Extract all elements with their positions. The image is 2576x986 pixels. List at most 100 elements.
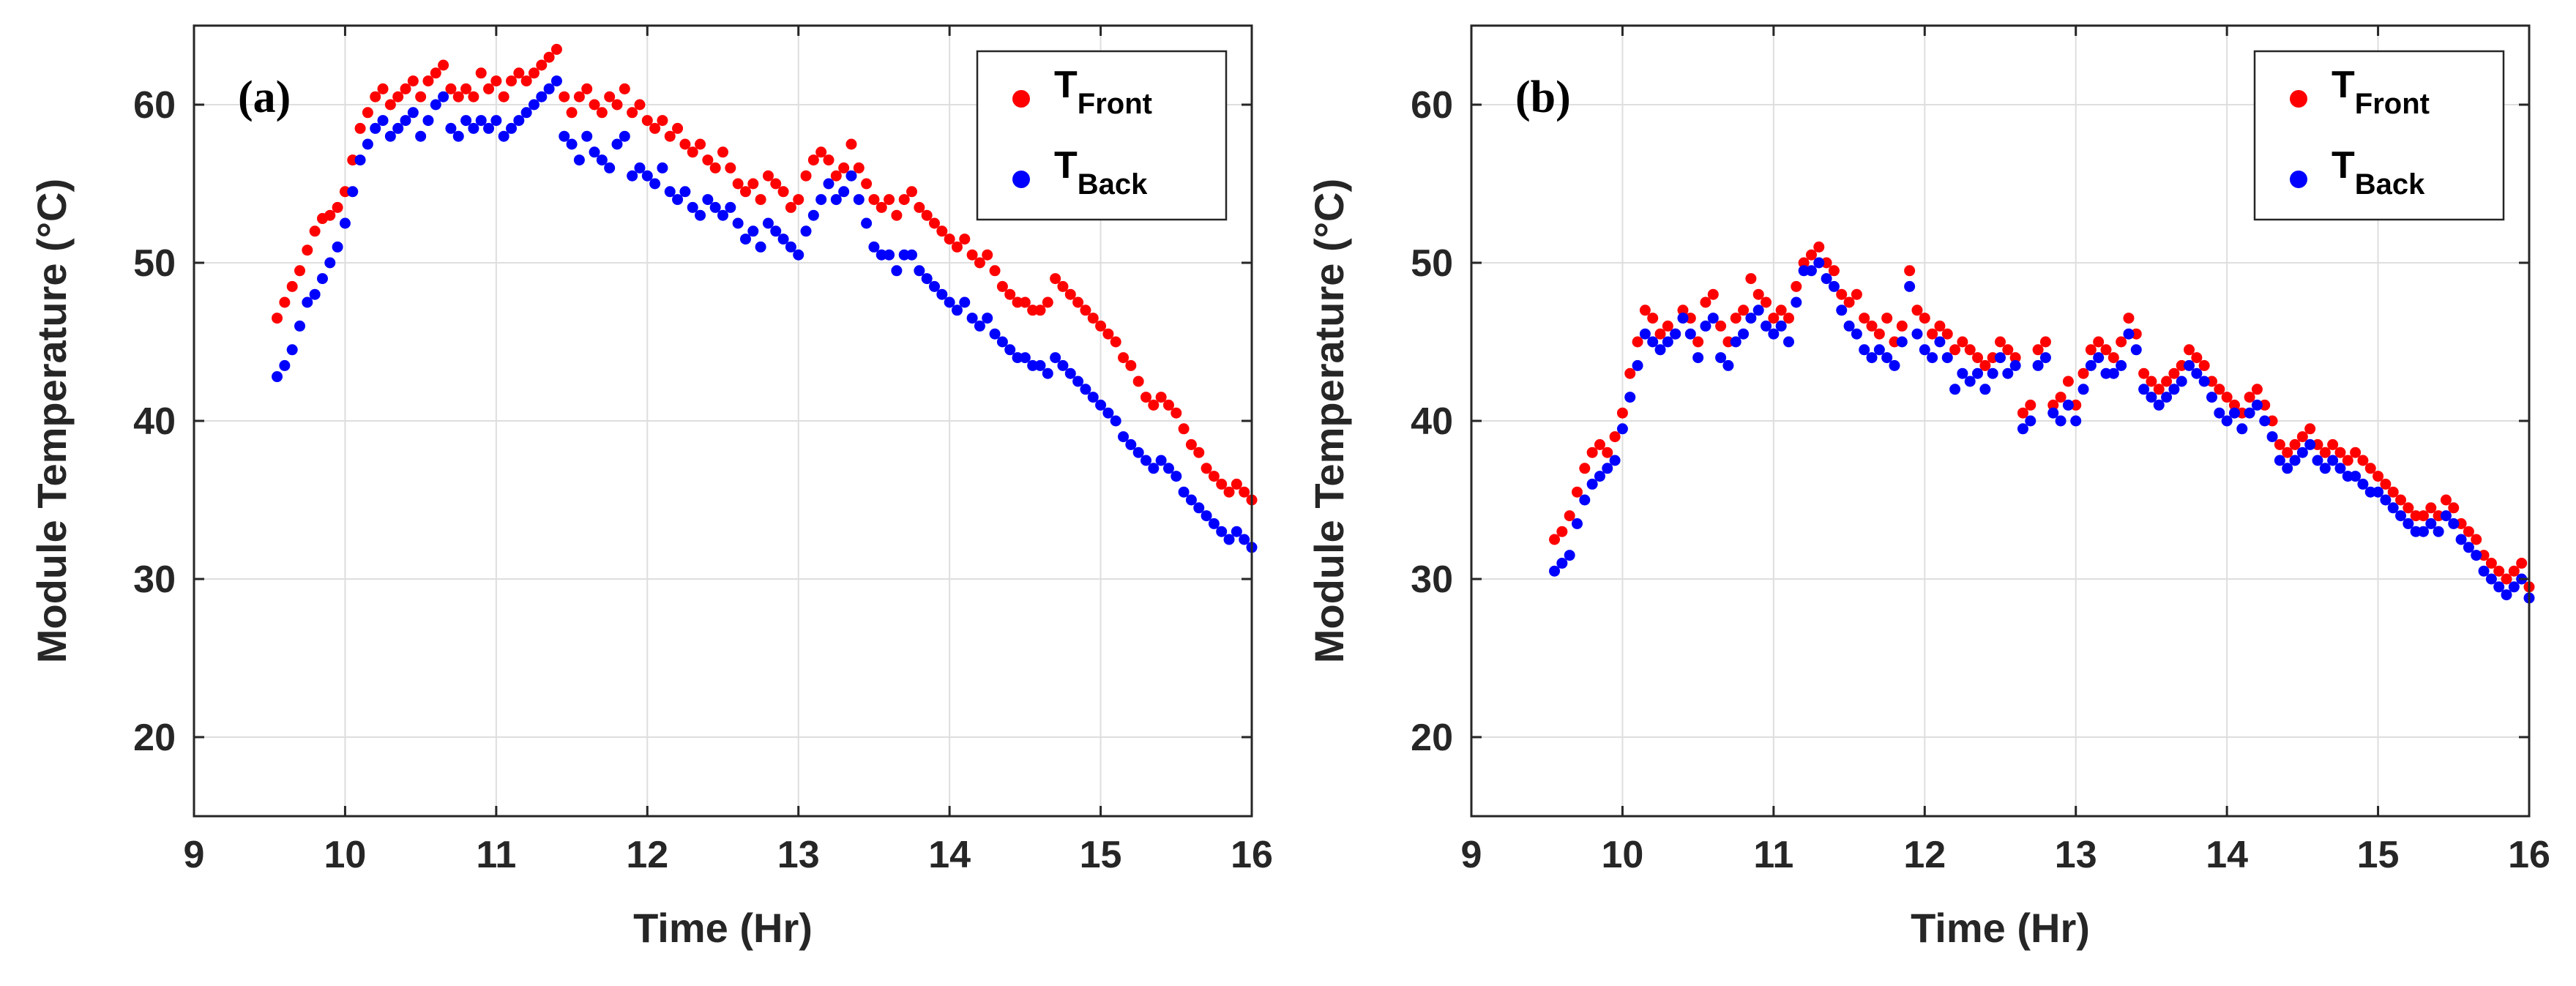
data-point-t_back <box>1919 344 1930 356</box>
data-point-t_front <box>2116 336 2127 348</box>
data-point-t_front <box>1836 288 1848 300</box>
data-point-t_back <box>807 209 819 221</box>
data-point-t_back <box>1125 438 1137 450</box>
data-point-t_front <box>407 75 419 87</box>
data-point-t_front <box>2198 359 2210 371</box>
data-point-t_front <box>1004 288 1016 300</box>
legend-marker-back <box>2290 171 2307 188</box>
data-point-t_front <box>1873 328 1885 340</box>
data-point-t_front <box>1193 447 1205 458</box>
data-point-t_front <box>2440 494 2452 506</box>
data-point-t_back <box>2282 463 2293 474</box>
data-point-t_back <box>316 273 328 285</box>
data-point-t_back <box>884 249 895 261</box>
data-point-t_front <box>1843 296 1855 308</box>
data-point-t_front <box>1979 359 1991 371</box>
data-point-t_back <box>2296 447 2308 458</box>
data-point-t_back <box>2259 415 2271 427</box>
data-point-t_back <box>272 371 283 383</box>
data-point-t_front <box>528 67 540 79</box>
data-point-t_front <box>1715 320 1727 332</box>
data-point-t_front <box>1692 336 1704 348</box>
data-point-t_front <box>1821 257 1832 269</box>
data-point-t_back <box>861 217 873 229</box>
data-point-t_front <box>921 209 933 221</box>
data-point-t_front <box>679 138 691 150</box>
data-point-t_back <box>1556 557 1568 569</box>
data-point-t_front <box>2387 486 2399 498</box>
data-point-t_front <box>974 257 985 269</box>
x-tick-label: 11 <box>476 834 516 876</box>
data-point-t_front <box>1761 296 1772 308</box>
data-point-t_back <box>725 201 736 213</box>
data-point-t_back <box>921 273 933 285</box>
x-tick-label: 12 <box>1903 834 1946 876</box>
data-point-t_back <box>286 344 298 356</box>
data-point-t_front <box>2493 565 2505 577</box>
data-point-t_front <box>914 201 925 213</box>
data-point-t_front <box>422 75 434 87</box>
data-point-t_back <box>520 107 532 119</box>
data-point-t_back <box>2236 423 2248 435</box>
data-point-t_back <box>490 115 502 127</box>
data-point-t_front <box>2161 376 2173 387</box>
x-tick-label: 14 <box>2206 834 2248 876</box>
data-point-t_back <box>2244 407 2255 419</box>
data-point-t_back <box>2364 486 2376 498</box>
data-point-t_front <box>2485 557 2497 569</box>
data-point-t_back <box>2228 407 2240 419</box>
y-tick-label: 60 <box>133 84 176 127</box>
data-point-t_front <box>1813 241 1825 253</box>
legend-marker-front <box>1012 90 1030 108</box>
data-point-t_back <box>1223 534 1235 545</box>
data-point-t_front <box>2274 438 2285 450</box>
data-point-t_front <box>2471 534 2482 545</box>
data-point-t_back <box>1564 550 1575 561</box>
data-point-t_front <box>739 186 751 198</box>
data-point-t_back <box>1859 344 1870 356</box>
data-point-t_front <box>559 91 570 102</box>
data-point-t_front <box>1919 313 1930 324</box>
data-point-t_back <box>2039 352 2051 364</box>
data-point-t_front <box>687 146 698 158</box>
data-point-t_back <box>1148 463 1160 474</box>
data-point-t_back <box>641 170 653 182</box>
data-point-t_front <box>1042 296 1053 308</box>
data-point-t_front <box>483 83 495 94</box>
data-point-t_back <box>702 194 714 206</box>
data-point-t_back <box>891 265 903 277</box>
data-point-t_back <box>596 154 608 166</box>
data-point-t_front <box>362 107 373 119</box>
data-point-t_front <box>1889 336 1900 348</box>
data-point-t_front <box>1110 336 1121 348</box>
data-point-t_front <box>2342 455 2353 466</box>
data-point-t_back <box>664 186 676 198</box>
data-point-t_front <box>1216 478 1228 490</box>
data-point-t_back <box>1057 359 1069 371</box>
data-point-t_back <box>739 234 751 245</box>
data-point-t_front <box>1851 288 1862 300</box>
data-point-t_front <box>415 91 427 102</box>
data-point-t_front <box>1178 423 1190 435</box>
y-tick-label: 30 <box>133 559 176 601</box>
data-point-t_back <box>309 288 321 300</box>
data-point-t_front <box>543 51 555 63</box>
data-point-t_back <box>362 138 373 150</box>
data-point-t_front <box>1201 463 1212 474</box>
data-point-t_back <box>1896 336 1908 348</box>
data-point-t_back <box>415 130 427 142</box>
data-point-t_front <box>641 115 653 127</box>
data-point-t_front <box>468 91 479 102</box>
data-point-t_back <box>2334 463 2346 474</box>
data-point-t_back <box>1239 534 1250 545</box>
data-point-t_back <box>1193 502 1205 514</box>
data-point-t_front <box>1162 399 1174 411</box>
data-point-t_front <box>354 122 366 134</box>
data-point-t_front <box>536 59 548 71</box>
data-point-t_back <box>2350 471 2362 482</box>
data-point-t_back <box>815 194 827 206</box>
data-point-t_back <box>452 130 464 142</box>
data-point-t_front <box>1019 296 1031 308</box>
data-point-t_front <box>1632 336 1643 348</box>
